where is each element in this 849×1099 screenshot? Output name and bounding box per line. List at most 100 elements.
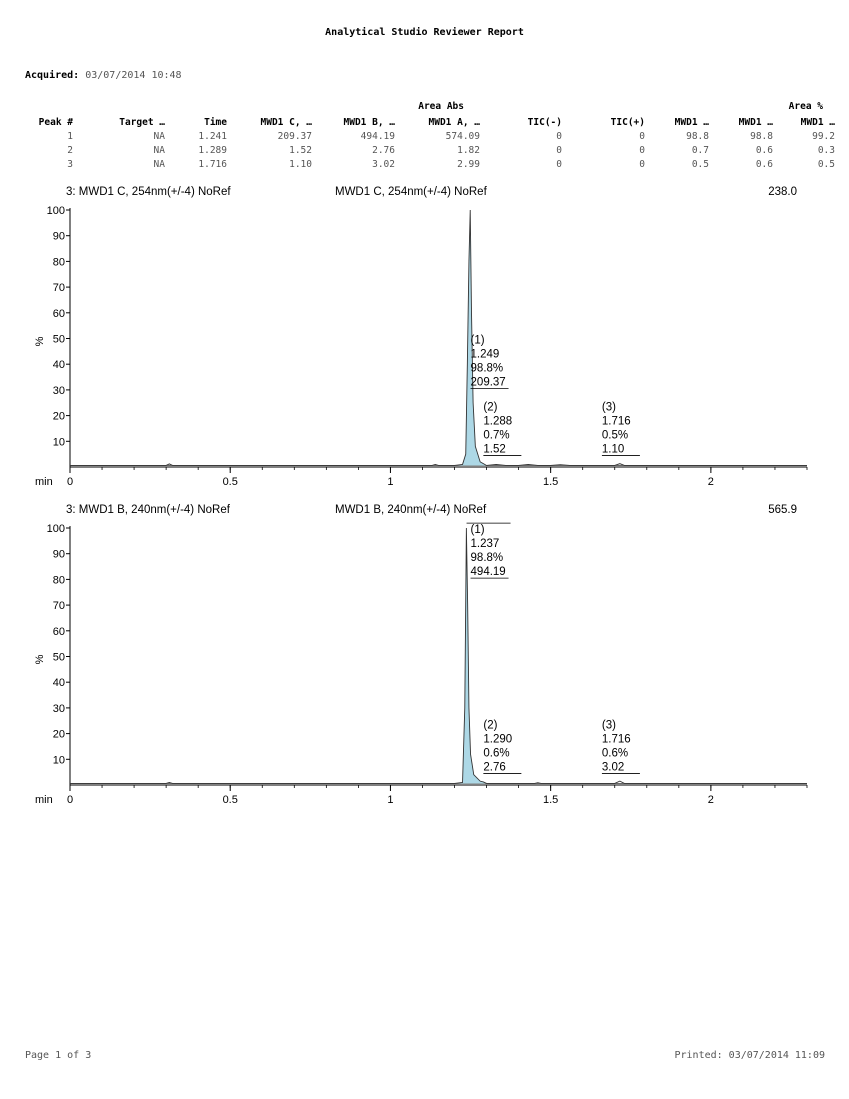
table-cell: 0.3 [817,145,835,156]
table-cell: NA [153,159,165,170]
table-cell: 0 [639,145,645,156]
chart-max-value: 238.0 [768,186,797,198]
peak-label: (1) [471,335,485,347]
x-tick-label: 0 [67,794,73,806]
peak-label: 3.02 [602,761,624,773]
peak-fill [454,210,487,466]
chart-title-center: MWD1 C, 254nm(+/-4) NoRef [335,186,488,198]
column-header: MWD1 … [674,117,709,128]
y-tick-label: 20 [53,729,65,741]
peak-label: (2) [483,401,497,413]
peak-label: 0.6% [483,747,509,759]
chromatogram-chart-1: 3: MWD1 C, 254nm(+/-4) NoRef MWD1 C, 254n… [34,186,808,488]
table-cell: 0 [556,145,562,156]
table-cell: 3.02 [372,159,395,170]
y-tick-label: 40 [53,359,65,371]
x-axis-label: min [35,476,53,488]
y-tick-label: 80 [53,256,65,268]
table-cell: 1.52 [289,145,312,156]
acquired-label: Acquired: [25,70,80,81]
y-tick-label: 100 [47,205,65,217]
chart-max-value: 565.9 [768,504,797,516]
table-cell: 1.82 [457,145,480,156]
acquired-value: 03/07/2014 10:48 [85,70,182,81]
table-cell: 0.5 [817,159,835,170]
table-cell: 0 [639,159,645,170]
peak-label: (1) [471,524,485,536]
chart-title-center: MWD1 B, 240nm(+/-4) NoRef [335,504,487,516]
peak-label: 1.52 [483,443,505,455]
table-cell: 98.8 [686,131,709,142]
peak-label: (2) [483,719,497,731]
table-cell: 1.716 [198,159,227,170]
column-header: TIC(+) [610,117,645,128]
x-tick-label: 1 [387,476,393,488]
report-title: Analytical Studio Reviewer Report [325,27,524,38]
table-cell: 1 [67,131,73,142]
peak-label: 0.5% [602,429,628,441]
table-cell: 1.10 [289,159,312,170]
column-header: TIC(-) [527,117,562,128]
table-cell: 98.8 [750,131,773,142]
chromatogram-chart-2: 3: MWD1 B, 240nm(+/-4) NoRef MWD1 B, 240n… [34,504,808,806]
table-cell: 99.2 [812,131,835,142]
y-tick-label: 40 [53,677,65,689]
y-tick-label: 90 [53,231,65,243]
table-cell: 0.5 [691,159,709,170]
column-header: MWD1 B, … [343,117,395,128]
table-cell: 2.99 [457,159,480,170]
peak-label: 0.6% [602,747,628,759]
x-axis-label: min [35,794,53,806]
peak-table: Area Abs Area % Peak # Target … Time MWD1 C… [0,101,849,173]
y-tick-label: 90 [53,549,65,561]
column-header: Target … [119,117,165,128]
chromatogram-trace [70,527,807,784]
table-cell: 0 [556,131,562,142]
column-header: MWD1 A, … [428,117,480,128]
chart-title-left: 3: MWD1 C, 254nm(+/-4) NoRef [66,186,231,198]
y-tick-label: 100 [47,523,65,535]
peak-label: 1.237 [471,538,500,550]
y-tick-label: 10 [53,436,65,448]
x-tick-label: 2 [708,476,714,488]
chart-title-left: 3: MWD1 B, 240nm(+/-4) NoRef [66,504,231,516]
x-tick-label: 2 [708,794,714,806]
peak-label: 1.290 [483,733,512,745]
printed-date: Printed: 03/07/2014 11:09 [674,1050,825,1061]
group-header-area-pct: Area % [788,101,823,112]
y-tick-label: 10 [53,754,65,766]
y-tick-label: 30 [53,703,65,715]
table-cell: 0.6 [755,145,773,156]
peak-label: 1.716 [602,415,631,427]
table-cell: NA [153,145,165,156]
x-tick-label: 0.5 [223,476,238,488]
y-tick-label: 20 [53,411,65,423]
y-tick-label: 70 [53,600,65,612]
group-header-area-abs: Area Abs [418,101,464,112]
table-cell: 2.76 [372,145,395,156]
peak-label: 98.8% [471,363,504,375]
chromatogram-trace [70,209,807,466]
peak-label: 98.8% [471,552,504,564]
table-cell: 209.37 [277,131,312,142]
table-cell: 574.09 [445,131,480,142]
table-cell: 1.241 [198,131,227,142]
table-cell: 0 [639,131,645,142]
table-cell: 0.7 [691,145,709,156]
y-tick-label: 60 [53,308,65,320]
peak-label: 2.76 [483,761,505,773]
x-tick-label: 1.5 [543,476,558,488]
peak-label: 1.249 [471,349,500,361]
peak-label: 1.10 [602,443,624,455]
y-tick-label: 50 [53,652,65,664]
peak-label: (3) [602,719,616,731]
column-header: Time [204,117,227,128]
y-tick-label: 60 [53,626,65,638]
peak-label: 494.19 [471,566,506,578]
table-cell: NA [153,131,165,142]
peak-label: 1.716 [602,733,631,745]
y-tick-label: 50 [53,334,65,346]
peak-label: (3) [602,401,616,413]
table-cell: 3 [67,159,73,170]
y-tick-label: 70 [53,282,65,294]
